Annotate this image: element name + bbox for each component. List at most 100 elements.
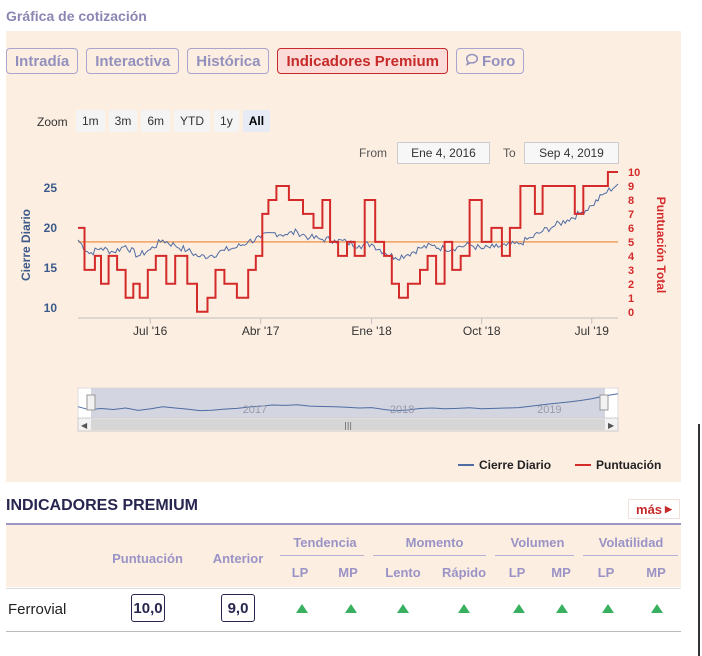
col-group-tendencia: Tendencia	[293, 535, 357, 550]
legend-label: Cierre Diario	[479, 458, 552, 472]
scroll-left-arrow-icon: ◀	[81, 421, 88, 430]
x-tick-label: Jul '19	[575, 324, 610, 338]
navigator-selection	[91, 388, 605, 418]
zoom-3m-button[interactable]: 3m	[108, 110, 138, 132]
group-underline	[280, 555, 364, 556]
scrollbar-thumb	[91, 419, 605, 430]
price-score-chart: 10 15 20 25 0 1 2 3 4 5 6 7 8 9 10 Jul '16 Abr '17 Ene '1…	[44, 167, 640, 432]
more-label: más	[636, 501, 663, 517]
legend-item-cierre[interactable]: Cierre Diario	[458, 458, 551, 472]
series-line-puntuacion	[78, 171, 618, 313]
y-right-tick-label: 3	[628, 265, 634, 277]
tab-indicadores-premium[interactable]: Indicadores Premium	[277, 48, 448, 74]
y-right-tick-label: 4	[628, 251, 635, 263]
zoom-1m-button[interactable]: 1m	[76, 110, 105, 132]
trend-up-icon	[556, 604, 568, 613]
indicators-title: INDICADORES PREMIUM	[6, 497, 199, 514]
range-to-input[interactable]: Sep 4, 2019	[524, 142, 619, 164]
col-header-score: Puntuación	[112, 551, 183, 566]
x-tick-label: Ene '18	[351, 324, 392, 338]
zoom-1y-button[interactable]: 1y	[214, 110, 239, 132]
tab-label: Foro	[482, 52, 516, 70]
zoom-ytd-button[interactable]: YTD	[174, 110, 211, 132]
y-right-tick-label: 1	[628, 293, 634, 305]
group-underline	[583, 555, 678, 556]
company-name: Ferrovial	[8, 601, 67, 618]
table-row[interactable]	[6, 588, 681, 632]
y-right-tick-label: 10	[628, 167, 640, 179]
x-tick-label: Abr '17	[242, 324, 280, 338]
y-left-tick-label: 10	[44, 301, 58, 315]
y-axis-left-label: Cierre Diario	[19, 208, 33, 282]
navigator-series	[77, 393, 619, 412]
col-sub-tendencia-mp: MP	[338, 565, 358, 580]
zoom-all-button[interactable]: All	[242, 110, 271, 132]
tab-interactiva[interactable]: Interactiva	[86, 48, 180, 74]
col-sub-volumen-lp: LP	[508, 565, 526, 580]
chat-bubble-icon	[465, 53, 479, 69]
range-from-input[interactable]: Ene 4, 2016	[397, 142, 490, 164]
col-group-volumen: Volumen	[510, 535, 565, 550]
y-axis-right-label: Puntuación Total	[654, 196, 668, 294]
tab-label: Indicadores Premium	[286, 52, 439, 70]
zoom-label: Zoom	[37, 115, 68, 129]
tab-historica[interactable]: Histórica	[187, 48, 270, 74]
tab-intradia[interactable]: Intradía	[6, 48, 79, 74]
y-right-tick-label: 5	[628, 237, 634, 249]
x-tick-label: Jul '16	[133, 324, 168, 338]
col-sub-volatilidad-mp: MP	[646, 565, 666, 580]
scroll-grip-icon: |||	[344, 421, 352, 430]
y-right-tick-label: 6	[628, 223, 634, 235]
range-to-label: To	[503, 146, 516, 160]
y-right-tick-label: 2	[628, 279, 634, 291]
trend-up-icon	[602, 604, 614, 613]
navigator-tick-label: 2017	[243, 404, 267, 416]
col-sub-volumen-mp: MP	[551, 565, 571, 580]
chart-section-title: Gráfica de cotización	[6, 8, 147, 24]
legend-item-puntuacion[interactable]: Puntuación	[575, 458, 661, 472]
trend-up-icon	[296, 604, 308, 613]
chart-tabs: Intradía Interactiva Histórica Indicador…	[6, 48, 525, 74]
trend-up-icon	[458, 604, 470, 613]
range-from-label: From	[359, 146, 387, 160]
caret-right-icon: ▶	[665, 503, 672, 514]
navigator-handle	[599, 394, 609, 411]
navigator-tick-label: 2018	[390, 404, 414, 416]
legend-swatch-puntuacion	[575, 464, 591, 466]
tab-label: Intradía	[15, 52, 70, 70]
trend-up-icon	[651, 604, 663, 613]
col-sub-momento-lento: Lento	[385, 565, 421, 580]
score-badge: 10,0	[131, 594, 165, 622]
y-right-tick-label: 0	[628, 307, 634, 319]
tab-foro[interactable]: Foro	[456, 48, 525, 74]
tab-label: Histórica	[196, 52, 261, 70]
page-scroll-edge	[698, 424, 700, 656]
y-right-tick-label: 7	[628, 209, 634, 221]
navigator-tick-label: 2019	[537, 404, 561, 416]
previous-score-badge: 9,0	[221, 594, 255, 622]
col-group-volatilidad: Volatilidad	[598, 535, 664, 550]
col-header-previous: Anterior	[212, 551, 264, 566]
zoom-6m-button[interactable]: 6m	[141, 110, 171, 132]
x-tick-label: Oct '18	[463, 324, 501, 338]
y-left-tick-label: 20	[44, 221, 58, 235]
y-left-tick-label: 25	[44, 181, 58, 195]
indicators-header	[6, 525, 681, 587]
trend-up-icon	[397, 604, 409, 613]
more-link[interactable]: más ▶	[628, 499, 680, 519]
navigator-handle	[86, 394, 96, 411]
y-left-tick-label: 15	[44, 261, 58, 275]
indicators-divider	[6, 523, 681, 525]
legend-swatch-cierre	[458, 464, 474, 466]
col-sub-tendencia-lp: LP	[291, 565, 309, 580]
legend-label: Puntuación	[596, 458, 662, 472]
group-underline	[373, 555, 486, 556]
scroll-right-arrow-icon: ▶	[608, 421, 615, 430]
group-underline	[495, 555, 574, 556]
col-group-momento: Momento	[405, 535, 464, 550]
trend-up-icon	[513, 604, 525, 613]
y-right-tick-label: 8	[628, 195, 634, 207]
y-right-tick-label: 9	[628, 181, 634, 193]
col-sub-momento-rapido: Rápido	[441, 565, 487, 580]
tab-label: Interactiva	[95, 52, 171, 70]
